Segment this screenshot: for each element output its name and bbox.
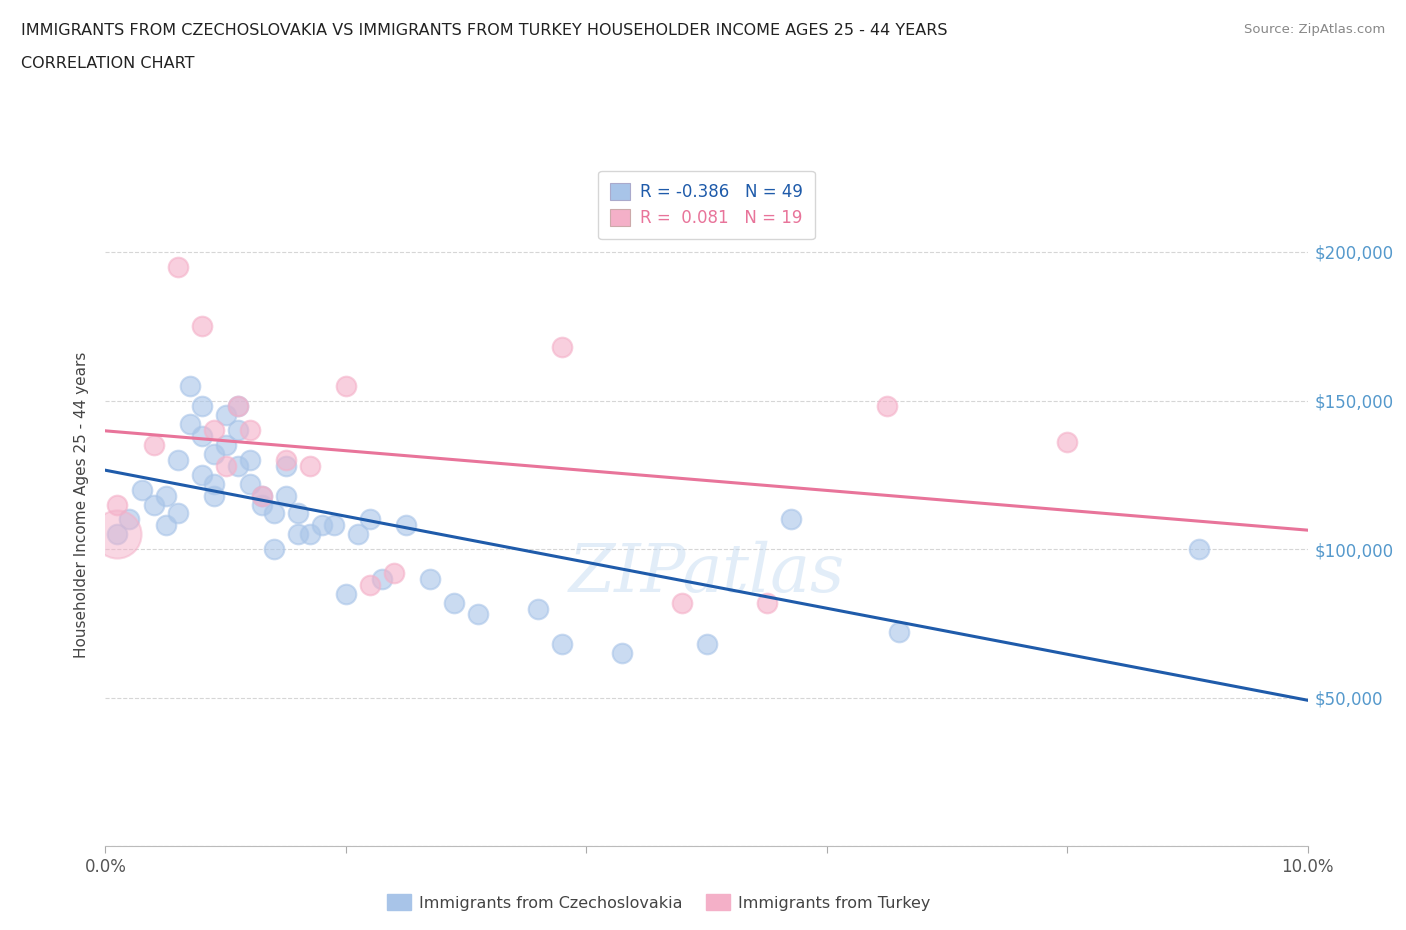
Point: [876, 399, 898, 414]
Point: [250, 498, 273, 512]
Point: [226, 458, 249, 473]
Point: [239, 476, 262, 491]
Text: IMMIGRANTS FROM CZECHOSLOVAKIA VS IMMIGRANTS FROM TURKEY HOUSEHOLDER INCOME AGES: IMMIGRANTS FROM CZECHOSLOVAKIA VS IMMIGR…: [21, 23, 948, 38]
Point: [166, 259, 188, 274]
Point: [298, 458, 321, 473]
Point: [239, 423, 262, 438]
Point: [274, 488, 297, 503]
Point: [107, 526, 129, 541]
Point: [214, 458, 236, 473]
Point: [190, 319, 212, 334]
Legend: Immigrants from Czechoslovakia, Immigrants from Turkey: Immigrants from Czechoslovakia, Immigran…: [380, 887, 936, 917]
Point: [190, 429, 212, 444]
Point: [443, 595, 465, 610]
Point: [155, 488, 177, 503]
Point: [1056, 434, 1078, 449]
Point: [419, 571, 441, 586]
Point: [226, 399, 249, 414]
Y-axis label: Householder Income Ages 25 - 44 years: Householder Income Ages 25 - 44 years: [75, 352, 90, 658]
Point: [274, 453, 297, 468]
Point: [612, 645, 634, 660]
Point: [118, 512, 141, 526]
Point: [467, 607, 489, 622]
Point: [131, 483, 153, 498]
Point: [155, 518, 177, 533]
Point: [239, 453, 262, 468]
Point: [179, 379, 201, 393]
Point: [298, 526, 321, 541]
Point: [335, 379, 357, 393]
Point: [107, 526, 129, 541]
Point: [311, 518, 333, 533]
Point: [347, 526, 370, 541]
Point: [202, 488, 225, 503]
Text: Source: ZipAtlas.com: Source: ZipAtlas.com: [1244, 23, 1385, 36]
Point: [287, 526, 309, 541]
Text: ZIPatlas: ZIPatlas: [568, 540, 845, 605]
Point: [179, 417, 201, 432]
Text: CORRELATION CHART: CORRELATION CHART: [21, 56, 194, 71]
Point: [287, 506, 309, 521]
Point: [359, 512, 381, 526]
Point: [202, 446, 225, 461]
Point: [551, 637, 574, 652]
Point: [359, 578, 381, 592]
Point: [166, 453, 188, 468]
Point: [142, 438, 165, 453]
Point: [263, 541, 285, 556]
Point: [887, 625, 910, 640]
Point: [202, 423, 225, 438]
Point: [755, 595, 778, 610]
Point: [395, 518, 418, 533]
Point: [107, 498, 129, 512]
Point: [696, 637, 718, 652]
Point: [779, 512, 801, 526]
Point: [190, 468, 212, 483]
Point: [335, 586, 357, 601]
Point: [551, 339, 574, 354]
Point: [190, 399, 212, 414]
Point: [226, 423, 249, 438]
Point: [250, 488, 273, 503]
Point: [142, 498, 165, 512]
Point: [214, 408, 236, 423]
Point: [263, 506, 285, 521]
Point: [166, 506, 188, 521]
Point: [250, 488, 273, 503]
Point: [671, 595, 693, 610]
Point: [527, 601, 550, 616]
Point: [226, 399, 249, 414]
Point: [1188, 541, 1211, 556]
Point: [382, 565, 405, 580]
Point: [274, 458, 297, 473]
Point: [322, 518, 344, 533]
Point: [371, 571, 394, 586]
Point: [202, 476, 225, 491]
Point: [214, 438, 236, 453]
